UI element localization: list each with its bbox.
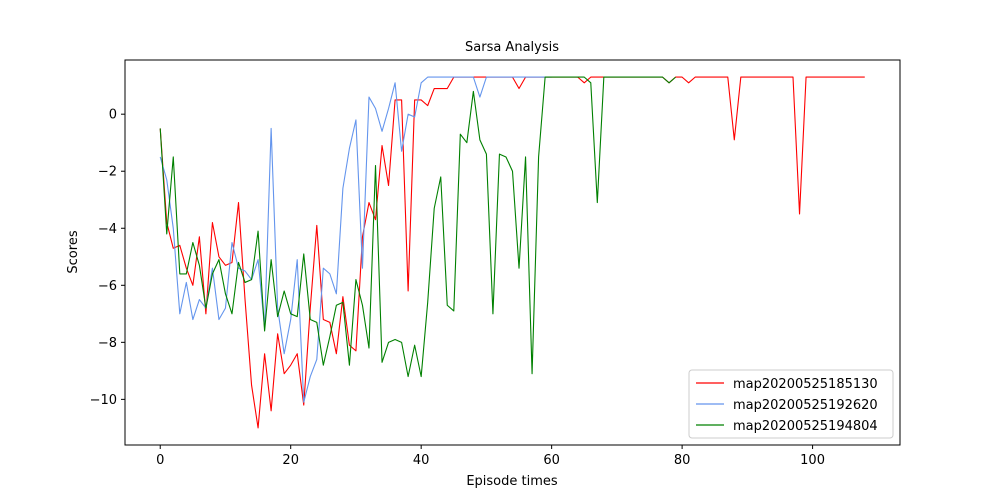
y-tick-label: −2 [98, 165, 117, 180]
legend-label: map20200525194804 [733, 419, 878, 434]
chart-title: Sarsa Analysis [465, 40, 559, 55]
y-tick-label: −8 [98, 336, 117, 351]
plot-frame [124, 59, 901, 446]
x-tick-label: 80 [674, 453, 691, 468]
y-axis: −10 −8 −6 −4 −2 0 [90, 108, 125, 408]
x-axis: 0 20 40 60 80 100 [156, 445, 825, 468]
y-axis-label: Scores [66, 230, 81, 273]
y-tick-label: −6 [98, 279, 117, 294]
y-tick-label: −4 [98, 222, 117, 237]
y-tick-label: 0 [109, 108, 117, 123]
series-layer [159, 76, 865, 429]
series-line-2 [159, 76, 552, 403]
legend-box [688, 369, 894, 439]
x-tick-label: 20 [282, 453, 299, 468]
legend-label: map20200525192620 [733, 398, 878, 413]
legend: map20200525185130 map20200525192620 map202… [688, 369, 894, 439]
y-tick-label: −10 [90, 393, 117, 408]
x-tick-label: 0 [156, 453, 164, 468]
x-tick-label: 60 [543, 453, 560, 468]
legend-label: map20200525185130 [733, 377, 878, 392]
x-tick-label: 100 [800, 453, 825, 468]
x-tick-label: 40 [413, 453, 430, 468]
series-line-3 [159, 76, 676, 378]
x-axis-label: Episode times [466, 474, 558, 489]
